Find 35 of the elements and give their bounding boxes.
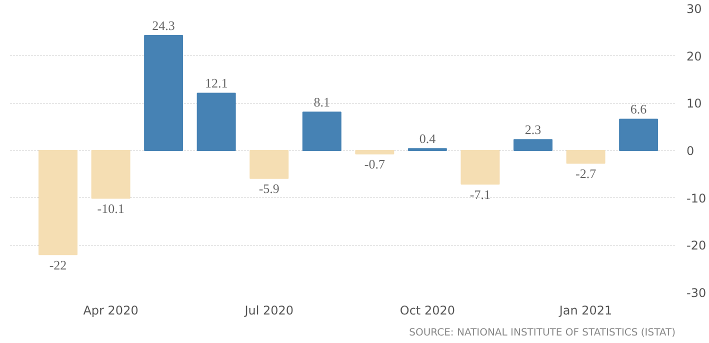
data-label: 12.1 xyxy=(204,76,228,91)
bar xyxy=(250,150,289,179)
x-tick-label: Jul 2020 xyxy=(244,304,294,318)
data-label: -0.7 xyxy=(364,156,386,172)
data-label: -5.9 xyxy=(258,181,280,196)
bar xyxy=(514,139,552,151)
bar xyxy=(91,150,130,199)
data-label: 6.6 xyxy=(630,102,648,117)
data-label: -22 xyxy=(49,257,67,272)
bar xyxy=(619,118,658,151)
x-tick-label: Jan 2021 xyxy=(558,304,612,318)
y-tick-label: 10 xyxy=(686,96,702,111)
data-label: -7.1 xyxy=(470,186,491,202)
bar xyxy=(566,150,606,164)
y-tick-label: 0 xyxy=(686,144,694,158)
y-tick-label: 30 xyxy=(686,2,702,16)
y-tick-label: -10 xyxy=(686,191,706,206)
y-tick-label: 20 xyxy=(686,49,702,64)
bar xyxy=(144,34,184,151)
data-label: 2.3 xyxy=(524,122,542,137)
data-label: 24.3 xyxy=(152,18,175,33)
data-label: -10.1 xyxy=(97,200,124,216)
bar xyxy=(196,92,236,151)
data-label: -2.7 xyxy=(575,166,597,181)
data-label: 0.4 xyxy=(419,130,436,146)
bar xyxy=(355,150,394,154)
source-note: SOURCE: NATIONAL INSTITUTE OF STATISTICS (ISTAT) xyxy=(409,328,676,338)
x-tick-label: Apr 2020 xyxy=(83,304,138,318)
bar xyxy=(302,112,342,151)
bar xyxy=(460,150,500,185)
y-tick-label: -30 xyxy=(686,286,706,300)
bar xyxy=(38,150,78,256)
x-tick-label: Oct 2020 xyxy=(400,304,456,318)
data-label: 8.1 xyxy=(314,94,330,110)
y-tick-label: -20 xyxy=(686,238,706,253)
